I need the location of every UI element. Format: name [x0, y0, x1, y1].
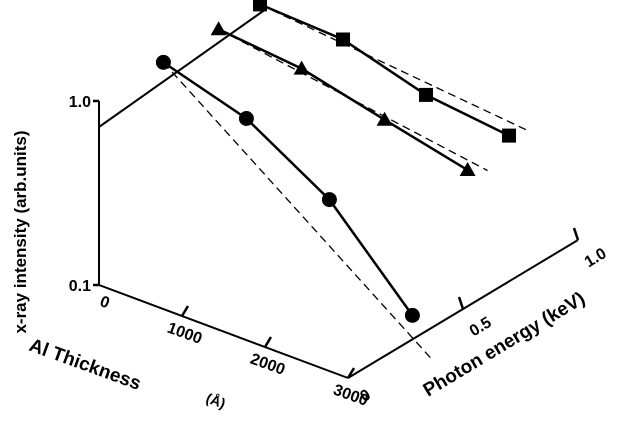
- series-line-square: [259, 3, 510, 137]
- series: [155, 0, 516, 323]
- x-tick-label: 0: [97, 293, 111, 312]
- data-point-circle: [321, 192, 337, 208]
- trend-line-square: [259, 3, 530, 132]
- data-point-triangle: [210, 21, 227, 36]
- z-tick-mark: [457, 296, 465, 310]
- data-point-triangle: [459, 162, 476, 177]
- trend-line-circle: [162, 61, 433, 361]
- y-tick-label: 0.1: [69, 278, 91, 295]
- y-axis-label: x-ray intensity (arb.units): [11, 130, 30, 333]
- data-point-circle: [155, 54, 171, 70]
- data-point-square: [502, 128, 516, 143]
- data-point-square: [253, 0, 267, 12]
- z-axis-label: Photon energy (keV): [420, 288, 589, 401]
- data-point-triangle: [293, 60, 310, 75]
- x-tick-label: 2000: [248, 351, 287, 379]
- data-point-circle: [238, 111, 254, 127]
- data-point-square: [336, 32, 350, 47]
- x-axis-label: Al Thickness: [26, 335, 143, 395]
- trend-lines: [162, 3, 530, 361]
- data-point-square: [419, 87, 433, 102]
- y-tick-label: 1.0: [69, 94, 91, 111]
- x-tick-mark: [346, 367, 356, 379]
- x-tick-mark: [263, 336, 273, 348]
- x-axis-line: [98, 284, 349, 379]
- z-axis-back-line: [98, 8, 267, 128]
- x-tick-label: 1000: [165, 320, 204, 348]
- z-tick-mark: [572, 227, 580, 241]
- x-tick-mark: [180, 305, 190, 317]
- x-axis-unit: (Å): [204, 390, 228, 412]
- data-point-triangle: [376, 111, 393, 126]
- trend-line-triangle: [218, 28, 488, 172]
- series-line-circle: [162, 61, 414, 317]
- data-point-circle: [404, 307, 420, 323]
- series-line-triangle: [218, 28, 469, 172]
- z-tick-label: 0.5: [467, 314, 495, 340]
- z-tick-label: 1.0: [582, 245, 610, 271]
